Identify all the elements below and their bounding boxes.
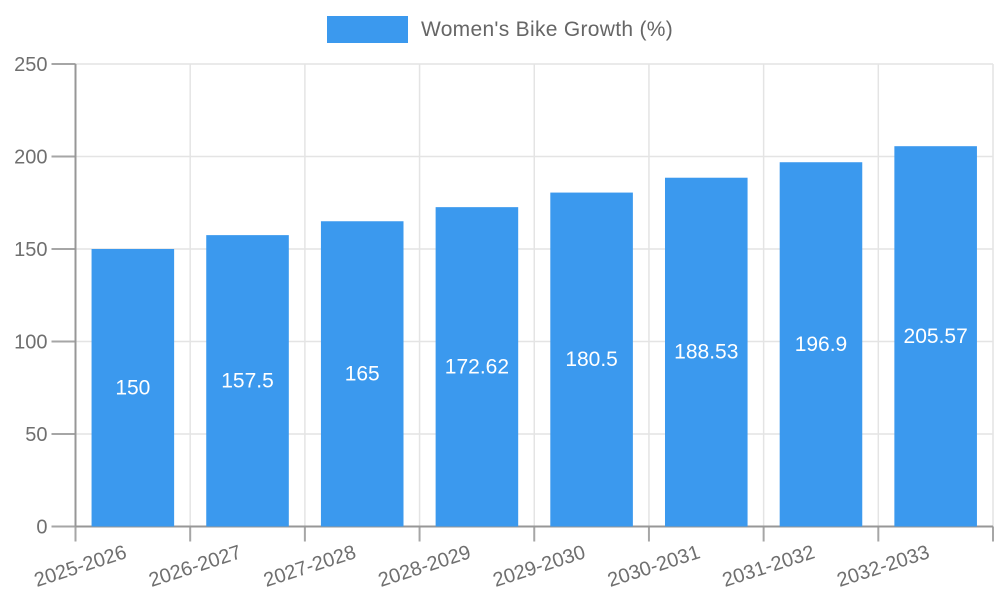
bar-value-label: 180.5 — [565, 348, 618, 371]
y-tick-label: 100 — [14, 332, 47, 354]
y-tick-label: 0 — [36, 517, 47, 539]
bar-2027-2028[interactable] — [320, 221, 404, 527]
bar-2026-2027[interactable] — [206, 235, 289, 527]
bar-value-label: 165 — [345, 362, 380, 385]
x-tick-label: 2029-2030 — [490, 541, 588, 591]
bar-2029-2030[interactable] — [550, 192, 633, 527]
x-tick-label: 2026-2027 — [146, 541, 244, 591]
legend-swatch — [326, 16, 408, 43]
x-tick-label: 2030-2031 — [605, 541, 703, 591]
bar-value-label: 157.5 — [221, 369, 274, 392]
bar-value-label: 188.53 — [674, 341, 738, 364]
bar-value-label: 205.57 — [904, 325, 968, 348]
x-tick-label: 2031-2032 — [720, 541, 818, 591]
bar-2032-2033[interactable] — [894, 146, 977, 527]
y-tick-label: 50 — [25, 424, 47, 446]
bar-value-label: 196.9 — [795, 333, 848, 356]
x-tick-label: 2028-2029 — [376, 541, 474, 591]
bar-2030-2031[interactable] — [664, 177, 748, 527]
bar-2025-2026[interactable] — [91, 249, 175, 527]
bar-value-label: 150 — [115, 376, 150, 399]
x-tick-label: 2027-2028 — [261, 541, 359, 591]
bar-value-label: 172.62 — [445, 355, 509, 378]
y-tick-label: 200 — [14, 147, 47, 169]
bar-2028-2029[interactable] — [435, 207, 519, 527]
chart-legend[interactable]: Women's Bike Growth (%) — [0, 16, 1000, 43]
bar-2031-2032[interactable] — [779, 162, 863, 527]
x-tick-label: 2032-2033 — [834, 541, 932, 591]
y-tick-label: 150 — [14, 239, 47, 261]
x-tick-label: 2025-2026 — [32, 541, 130, 591]
legend-label: Women's Bike Growth (%) — [420, 18, 674, 41]
y-tick-label: 250 — [14, 54, 47, 76]
